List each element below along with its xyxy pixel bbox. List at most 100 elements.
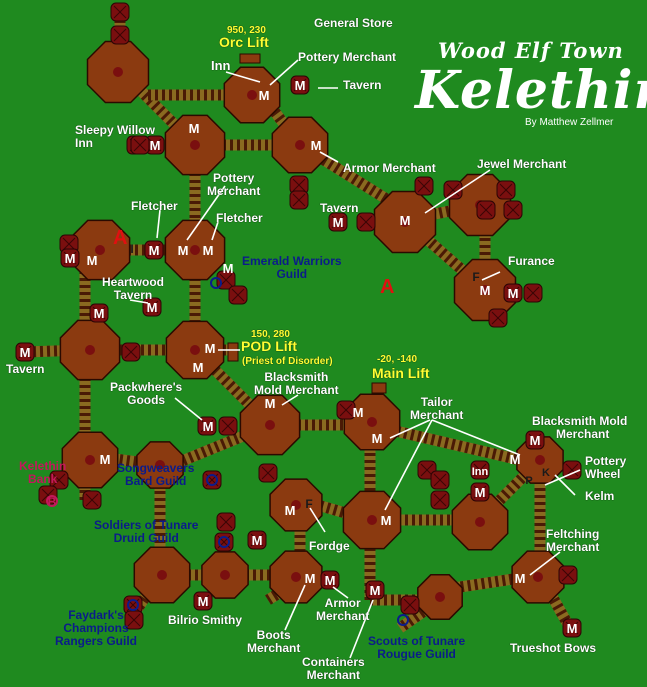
- leader-heartwood: [129, 299, 149, 304]
- merchant-marker-18: M: [205, 341, 216, 356]
- merchant-marker-29: M: [285, 503, 296, 518]
- hut-17-seam: [147, 243, 161, 257]
- bridge-23-planks: [368, 419, 522, 466]
- merchant-marker-17: M: [20, 345, 31, 360]
- pod-lift-platform: [227, 342, 239, 362]
- hut-51-seam: [473, 485, 487, 499]
- leader-feltching: [529, 551, 561, 576]
- hut-2-seam: [293, 78, 307, 92]
- bridge-35-planks: [535, 572, 575, 631]
- guild-marker-2: [218, 536, 230, 548]
- label-pod-lift: POD Lift: [241, 338, 297, 354]
- hut-10-seam: [499, 183, 513, 197]
- platform-18-trunk: [535, 455, 545, 465]
- merchant-marker-16: M: [147, 300, 158, 315]
- label-faydarks-champions-rangers-guild: Faydark's Champions Rangers Guild: [55, 608, 138, 648]
- hut-52-seam: [339, 403, 353, 417]
- hut-41-seam: [565, 463, 579, 477]
- map-subtitle: Wood Elf Town: [438, 38, 624, 63]
- forge-marker-east: F: [472, 270, 479, 284]
- leader-pottery-wheel: [544, 469, 581, 486]
- merchant-marker-22: M: [353, 405, 364, 420]
- label-armor-merchant-south: Armor Merchant: [316, 596, 370, 623]
- hut-40-seam: [528, 433, 542, 447]
- hut-48-seam: [403, 598, 417, 612]
- hut-13-seam: [331, 215, 345, 229]
- hut-27-seam: [52, 473, 66, 487]
- hut-14-seam: [359, 215, 373, 229]
- hut-46-seam: [196, 594, 210, 608]
- label-pottery-wheel: Pottery Wheel: [585, 454, 627, 481]
- merchant-marker-12: M: [87, 253, 98, 268]
- label-pod-lift-coord: 150, 280: [251, 329, 290, 340]
- label-fletcher-2: Fletcher: [216, 211, 263, 225]
- guild-marker-3: [127, 599, 139, 611]
- merchant-marker-27: M: [475, 485, 486, 500]
- label-pottery-merchant-2: Pottery Merchant: [207, 171, 261, 198]
- platform-22-trunk: [435, 592, 445, 602]
- orc-lift-platform: [239, 53, 261, 64]
- label-fletcher-1: Fletcher: [131, 199, 178, 213]
- hut-25-seam: [18, 345, 32, 359]
- label-heartwood-tavern: Heartwood Tavern: [102, 275, 165, 302]
- merchant-marker-11: M: [65, 251, 76, 266]
- hut-8-seam: [417, 179, 431, 193]
- hut-37-seam: [420, 463, 434, 477]
- hut-11-seam: [479, 203, 493, 217]
- label-blacksmith-mold-merchant-2: Blacksmith Mold Merchant: [532, 414, 628, 441]
- leader-boots: [284, 584, 306, 631]
- leader-containers: [349, 599, 374, 659]
- hut-0-seam: [113, 5, 127, 19]
- merchant-marker-4: M: [311, 138, 322, 153]
- label-fordge: Fordge: [309, 539, 350, 553]
- label-feltching-merchant: Feltching Merchant: [546, 527, 600, 554]
- hut-15-seam: [62, 237, 76, 251]
- merchant-marker-33: M: [370, 583, 381, 598]
- hut-1-seam: [113, 28, 127, 42]
- hut-49-seam: [323, 573, 337, 587]
- label-songweavers-bard-guild: Songweavers Bard Guild: [117, 461, 195, 488]
- platform-9-trunk: [85, 345, 95, 355]
- label-soldiers-of-tunare-druid-guild: Soldiers of Tunare Druid Guild: [94, 518, 199, 545]
- label-main-lift: Main Lift: [372, 365, 430, 381]
- leader-fletcher-2: [211, 221, 219, 241]
- platform-3-trunk: [295, 140, 305, 150]
- label-kelethin-bank: Kelethin Bank: [19, 459, 67, 486]
- label-priest-of-disorder: (Priest of Disorder): [242, 356, 333, 367]
- merchant-marker-36: M: [567, 621, 578, 636]
- hut-42-seam: [561, 568, 575, 582]
- hut-47-seam: [368, 583, 382, 597]
- platform-11-trunk: [265, 420, 275, 430]
- merchant-marker-3: M: [150, 138, 161, 153]
- label-containers-merchant: Containers Merchant: [302, 655, 365, 682]
- merchant-marker-15: M: [94, 306, 105, 321]
- label-main-lift-coord: -20, -140: [377, 354, 418, 365]
- hut-22-seam: [526, 286, 540, 300]
- leader-tailor-b: [431, 419, 521, 456]
- bank-marker-letter: B: [48, 495, 57, 509]
- inn-marker-east: Inn: [472, 466, 489, 478]
- hut-31-seam: [221, 419, 235, 433]
- merchant-marker-5: M: [400, 213, 411, 228]
- hut-34-seam: [250, 533, 264, 547]
- guild-marker-4: [397, 614, 409, 626]
- merchant-marker-34: M: [515, 571, 526, 586]
- label-packwheres-goods: Packwhere's Goods: [110, 380, 183, 407]
- bank-marker: [46, 495, 58, 507]
- merchant-marker-0: M: [259, 88, 270, 103]
- merchant-marker-9: M: [203, 243, 214, 258]
- label-bilrio-smithy: Bilrio Smithy: [168, 613, 243, 627]
- anvil-marker-west: A: [113, 227, 128, 249]
- leader-jewel: [424, 169, 491, 214]
- hut-19-seam: [231, 288, 245, 302]
- leader-tailor-c: [384, 419, 433, 511]
- merchant-marker-13: M: [480, 283, 491, 298]
- ladder-marker: I: [130, 242, 133, 256]
- hut-24-seam: [145, 300, 159, 314]
- hut-4-seam: [148, 138, 162, 152]
- guild-marker-0: [210, 277, 222, 289]
- label-jewel-merchant: Jewel Merchant: [477, 157, 567, 171]
- label-general-store: General Store: [314, 16, 393, 30]
- hut-38-seam: [433, 473, 447, 487]
